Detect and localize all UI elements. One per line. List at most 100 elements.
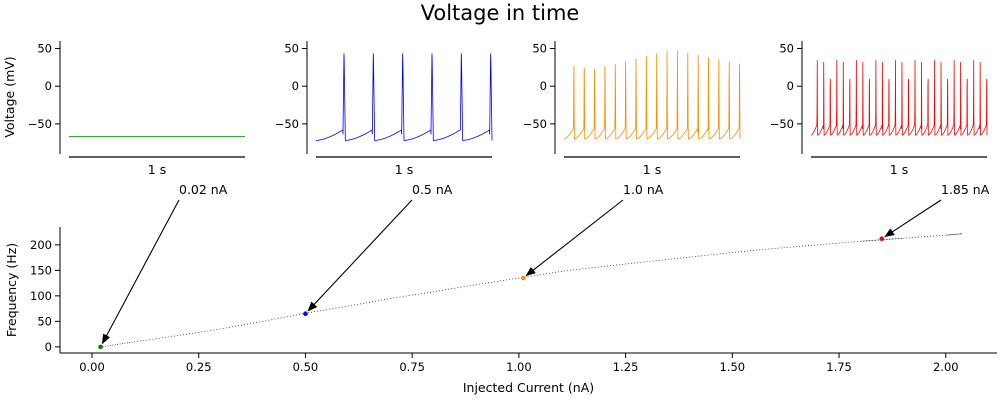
fi-curve-point xyxy=(698,255,700,257)
fi-curve-point xyxy=(423,292,425,294)
fi-curve-point xyxy=(956,233,958,235)
fi-curve-point xyxy=(375,300,377,302)
fi-x-tick-label: 2.00 xyxy=(933,360,959,374)
fi-curve-point xyxy=(667,258,669,260)
fi-curve-point xyxy=(891,238,893,240)
fi-curve-point xyxy=(399,296,401,298)
fi-curve-point xyxy=(237,325,239,327)
fi-curve-point xyxy=(722,253,724,254)
fi-curve-point xyxy=(509,278,511,280)
fi-curve-point xyxy=(378,300,380,302)
fi-curve-point xyxy=(609,265,611,267)
fi-curve-point xyxy=(362,302,364,304)
fi-curve-point xyxy=(426,292,428,294)
fi-curve-point xyxy=(661,259,663,261)
fi-curve-point xyxy=(109,344,111,346)
fi-curve-point xyxy=(253,322,255,324)
fi-curve-point xyxy=(774,247,776,249)
fi-curve-point xyxy=(518,277,520,279)
fi-curve-point xyxy=(469,285,471,287)
fi-curve-point xyxy=(936,235,938,237)
fi-curve-point xyxy=(861,240,863,242)
fi-highlight-1.85nA xyxy=(879,236,885,242)
fi-curve-point xyxy=(564,270,566,272)
fi-curve-point xyxy=(864,240,866,242)
fi-curve-point xyxy=(652,260,654,262)
fi-curve-point xyxy=(201,331,203,333)
fi-curve-point xyxy=(896,238,898,240)
fi-curve-panel: 0 50 100 150 200 0.00 0.25 0.50 0.75 1.00 1.25 1.50… xyxy=(4,182,997,395)
fi-curve-point xyxy=(558,271,559,273)
fi-curve-point xyxy=(792,246,794,248)
fi-y-tick-label: 150 xyxy=(30,263,52,277)
fi-curve-point xyxy=(408,295,410,297)
fi-curve-point xyxy=(119,343,121,345)
fi-curve-point xyxy=(955,233,956,235)
voltage-y-tick-label: 0 xyxy=(540,79,547,93)
fi-curve-point xyxy=(298,313,300,315)
fi-curve-point xyxy=(832,243,834,245)
fi-curve-point xyxy=(875,239,877,241)
fi-curve-point xyxy=(895,238,896,240)
fi-curve-point xyxy=(901,237,903,239)
fi-curve-point xyxy=(817,244,819,246)
fi-curve-point xyxy=(582,268,584,270)
fi-curve-point xyxy=(463,286,465,288)
fi-curve-point xyxy=(863,240,864,242)
fi-curve-point xyxy=(625,263,627,265)
fi-curve-point xyxy=(619,264,620,266)
fi-curve-point xyxy=(826,243,828,245)
fi-curve-point xyxy=(134,341,136,343)
fi-curve-point xyxy=(454,287,456,289)
fi-curve-point xyxy=(527,276,529,278)
fi-curve-point xyxy=(487,282,489,284)
fi-curve-point xyxy=(952,234,954,235)
voltage-trace-1nA xyxy=(563,50,741,140)
fi-curve-point xyxy=(186,333,187,335)
fi-curve-point xyxy=(786,246,788,248)
fi-curve-point xyxy=(448,288,450,290)
fi-curve-point xyxy=(927,236,928,237)
fi-y-tick-label: 200 xyxy=(30,238,52,252)
fi-curve-point xyxy=(829,243,831,245)
voltage-x-label: 1 s xyxy=(643,162,661,177)
fi-curve-point xyxy=(744,250,745,252)
fi-curve-point xyxy=(561,270,563,272)
fi-curve-point xyxy=(649,260,651,262)
fi-curve-point xyxy=(876,239,878,241)
fi-curve-point xyxy=(658,259,660,261)
fi-curve-point xyxy=(591,267,593,269)
fi-curve-point xyxy=(143,340,145,341)
fi-highlight-0.5nA xyxy=(303,311,308,317)
fi-curve-point xyxy=(222,328,224,329)
fi-curve-point xyxy=(515,278,517,279)
voltage-panels: 50 0 −50 1 s 50 0 −50 1 s 50 0 −50 1 s 50 0 −50 1 s Volt… xyxy=(2,41,988,177)
fi-curve-point xyxy=(411,294,413,296)
fi-curve-point xyxy=(835,242,837,244)
voltage-panel-1: 50 0 −50 1 s xyxy=(28,41,245,177)
fi-curve-point xyxy=(207,330,209,332)
fi-curve-point xyxy=(737,251,739,253)
fi-curve-point xyxy=(622,263,624,265)
fi-curve-point xyxy=(393,297,395,299)
voltage-panel-2: 50 0 −50 1 s xyxy=(275,41,493,177)
fi-curve-point xyxy=(567,270,569,272)
fi-curve-point xyxy=(887,238,889,240)
fi-y-tick-label: 50 xyxy=(37,314,52,328)
fi-curve-point xyxy=(959,233,961,235)
fi-curve-point xyxy=(146,339,148,341)
fi-curve-point xyxy=(295,314,297,316)
fi-curve-point xyxy=(189,333,191,335)
fi-curve-point xyxy=(420,293,422,295)
fi-curve-point xyxy=(155,338,157,340)
fi-curve-point xyxy=(124,342,126,344)
fi-curve-point xyxy=(898,238,899,239)
voltage-x-label: 1 s xyxy=(148,162,166,177)
fi-curve-point xyxy=(872,239,874,241)
fi-curve-point xyxy=(555,271,556,273)
fi-curve-point xyxy=(439,290,441,292)
fi-curve-point xyxy=(204,330,206,332)
fi-curve-point xyxy=(494,281,495,283)
fi-curve-point xyxy=(576,269,578,271)
fi-curve-point xyxy=(905,237,907,239)
